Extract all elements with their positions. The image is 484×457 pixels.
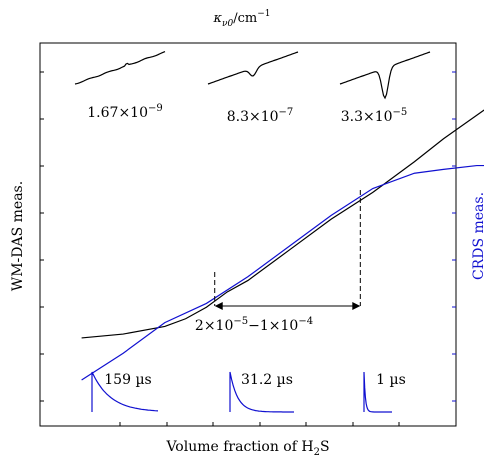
range-arrowhead-left xyxy=(214,302,223,310)
range-arrowhead-right xyxy=(352,302,361,310)
axis-ticks xyxy=(40,71,456,426)
absorption-label-2: 8.3×10−7 xyxy=(227,107,294,125)
series-line-crds xyxy=(81,164,484,381)
ringdown-label-3: 1 µs xyxy=(376,372,406,388)
chart-title: κν0/cm−1 xyxy=(212,9,270,29)
absorption-line-2 xyxy=(207,51,299,85)
absorption-line-3 xyxy=(339,51,431,100)
ringdown-label-2: 31.2 µs xyxy=(241,372,293,388)
absorption-line-1 xyxy=(74,51,166,85)
absorption-label-1: 1.67×10−9 xyxy=(87,103,162,121)
plot-frame xyxy=(39,42,457,427)
chart-title-subscript: ν0 xyxy=(222,19,233,29)
series-line-wmdas xyxy=(81,109,484,339)
y-axis-label-right: CRDS meas. xyxy=(471,192,484,280)
y-axis-label-left: WM-DAS meas. xyxy=(10,181,26,291)
range-label: 2×10−5−1×10−4 xyxy=(195,316,313,334)
chart-marks xyxy=(74,51,484,413)
chart-title-superscript: −1 xyxy=(257,9,270,19)
ringdown-curve-2 xyxy=(229,371,294,413)
ringdown-curve-1 xyxy=(91,371,159,412)
ringdown-curve-3 xyxy=(363,371,392,413)
x-axis-label: Volume fraction of H2S xyxy=(165,439,329,457)
ringdown-label-1: 159 µs xyxy=(104,372,151,388)
absorption-label-3: 3.3×10−5 xyxy=(341,107,408,125)
